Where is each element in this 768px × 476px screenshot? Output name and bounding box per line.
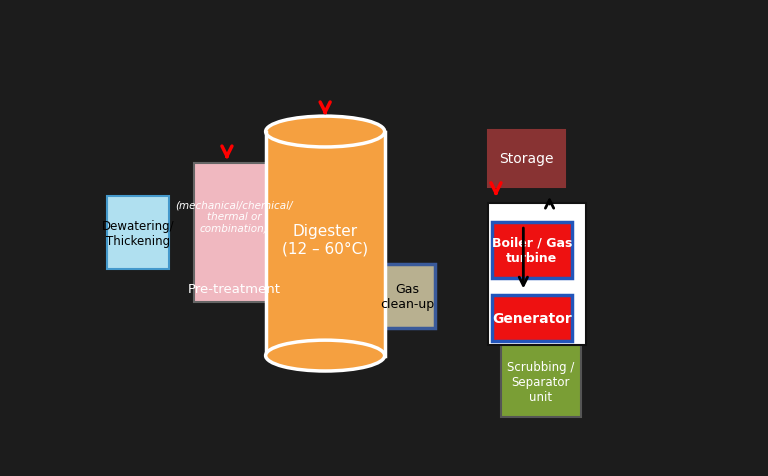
Bar	[492, 295, 571, 341]
Bar	[194, 163, 275, 303]
Ellipse shape	[266, 117, 385, 148]
Text: Gas
clean-up: Gas clean-up	[380, 282, 434, 310]
Text: (mechanical/chemical/
thermal or
combination): (mechanical/chemical/ thermal or combina…	[176, 200, 293, 233]
Bar	[266, 132, 385, 356]
Ellipse shape	[266, 340, 385, 371]
Bar	[107, 197, 169, 270]
Text: Boiler / Gas
turbine: Boiler / Gas turbine	[492, 237, 572, 265]
Bar	[501, 346, 581, 417]
Text: Pre-treatment: Pre-treatment	[188, 282, 281, 295]
Bar	[488, 204, 586, 345]
Text: Scrubbing /
Separator
unit: Scrubbing / Separator unit	[507, 360, 574, 403]
Bar	[488, 130, 565, 187]
Text: Digester
(12 – 60°C): Digester (12 – 60°C)	[282, 223, 368, 256]
Bar	[379, 264, 435, 328]
Text: Generator: Generator	[492, 311, 572, 325]
Text: Storage: Storage	[499, 152, 554, 166]
Bar	[492, 222, 571, 279]
Text: Dewatering/
Thickening: Dewatering/ Thickening	[101, 219, 174, 247]
